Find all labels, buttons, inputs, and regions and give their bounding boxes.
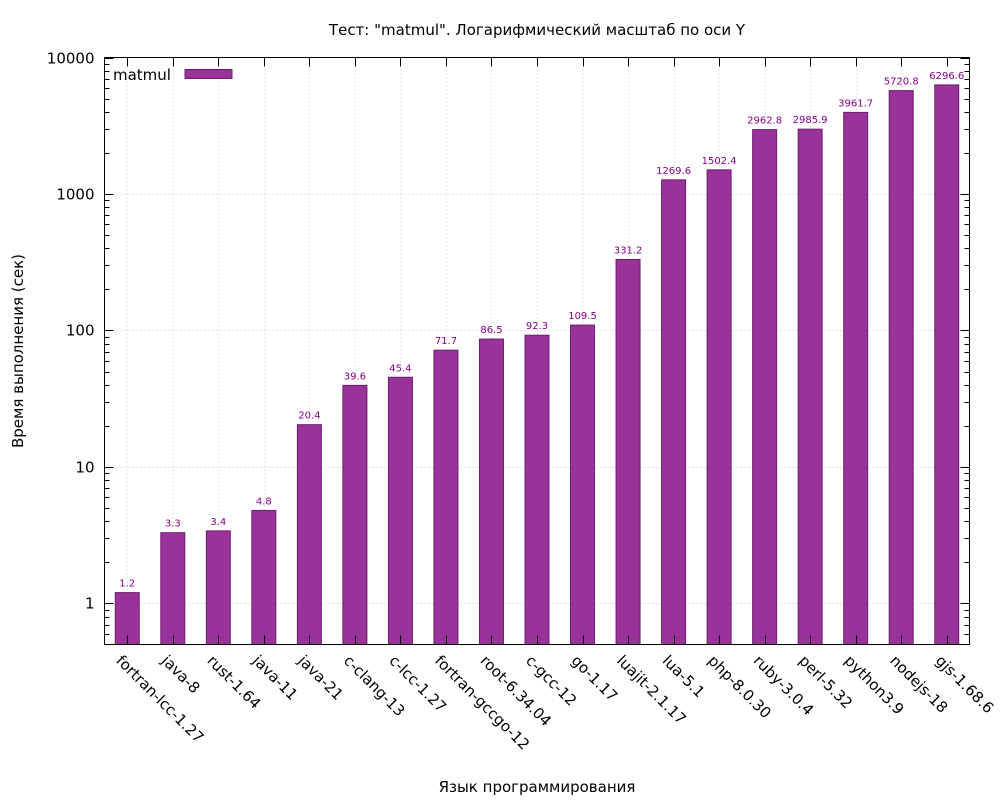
bar: [661, 179, 687, 645]
bar: [524, 334, 550, 645]
legend-label: matmul: [113, 66, 171, 84]
data-label: 1.2: [119, 579, 135, 590]
bar: [342, 384, 368, 645]
y-tick-labels: 1 10 100 1000 10000: [47, 50, 95, 613]
bar: [934, 84, 960, 645]
data-label: 45.4: [389, 363, 411, 374]
bar: [797, 128, 823, 645]
data-label: 2962.8: [747, 116, 782, 127]
y-tick-label: 10000: [47, 50, 95, 68]
data-label: 6296.6: [929, 71, 964, 82]
data-label: 86.5: [480, 325, 502, 336]
data-label: 331.2: [614, 245, 643, 256]
data-label: 1502.4: [702, 156, 737, 167]
ticks-group: [104, 57, 970, 645]
data-label: 39.6: [344, 371, 366, 382]
x-axis-label: Язык программирования: [439, 778, 636, 796]
data-label: 2985.9: [793, 115, 828, 126]
y-tick-label: 1: [85, 595, 95, 613]
bar: [752, 129, 778, 645]
legend-swatch: [184, 69, 233, 79]
bars-group: [114, 84, 960, 646]
data-label: 4.8: [256, 496, 272, 507]
legend: matmul: [113, 66, 233, 84]
data-label: 3.4: [210, 517, 226, 528]
data-label: 109.5: [568, 311, 597, 322]
data-label: 5720.8: [884, 77, 919, 88]
bar: [433, 349, 459, 645]
bar: [251, 509, 277, 645]
y-tick-label: 100: [66, 322, 95, 340]
y-axis-label: Время выполнения (сек): [9, 254, 27, 448]
bar: [615, 258, 641, 645]
y-tick-label: 10: [75, 459, 94, 477]
bar: [160, 532, 186, 646]
bar: [296, 424, 322, 645]
x-tick-label: java-21: [294, 651, 347, 704]
data-label: 3.3: [165, 519, 181, 530]
chart-title: Тест: "matmul". Логарифмический масштаб …: [328, 21, 746, 39]
data-label: 20.4: [298, 411, 320, 422]
bar: [706, 169, 732, 645]
data-labels-group: 1.2 3.3 3.4 4.8 20.4 39.6 45.4 71.7 86.5 92.3 109.…: [119, 71, 964, 590]
bar: [570, 324, 596, 645]
bar: [205, 530, 231, 645]
bar: [843, 111, 869, 646]
bar: [478, 338, 504, 645]
data-label: 71.7: [435, 336, 457, 347]
bar: [387, 376, 413, 645]
bar: [888, 90, 914, 645]
data-label: 3961.7: [838, 98, 873, 109]
y-tick-label: 1000: [56, 186, 94, 204]
data-label: 92.3: [526, 321, 548, 332]
data-label: 1269.6: [656, 166, 691, 177]
